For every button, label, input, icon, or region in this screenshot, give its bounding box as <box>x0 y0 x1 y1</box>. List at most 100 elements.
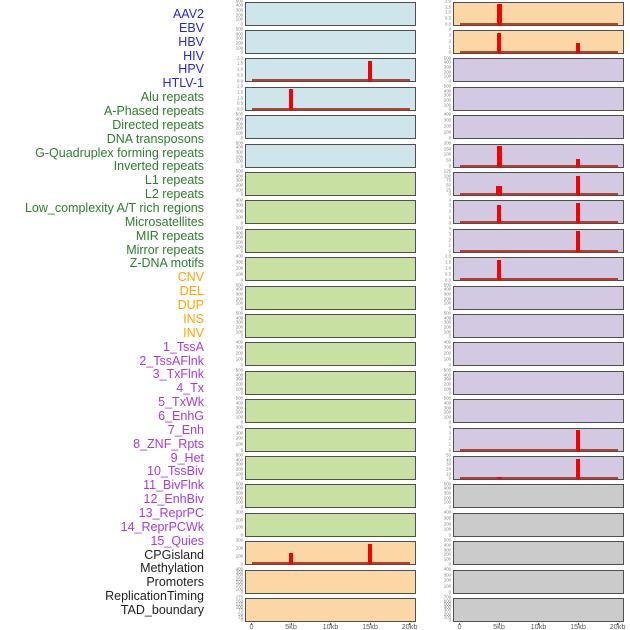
y-axis-tick-label: 300 <box>443 346 451 351</box>
y-axis-tick-label: 400 <box>235 198 243 203</box>
y-axis-tick-label: 100 <box>443 74 451 80</box>
y-axis-tick-label: 40 <box>446 458 451 463</box>
y-axis-tick-label: 400 <box>235 4 243 9</box>
y-axis-tick-label: 100 <box>443 302 451 307</box>
y-axis-tick-label: 0 <box>240 392 243 397</box>
track-panel <box>453 342 624 367</box>
y-axis-tick-label: 100 <box>235 302 243 307</box>
y-axis-tick-label: 4 <box>448 28 451 33</box>
y-axis-tick-label: 0 <box>240 335 243 340</box>
density-baseline <box>459 448 618 451</box>
track-label: Directed repeats <box>112 117 204 132</box>
y-axis-tick-label: 500 <box>235 312 243 317</box>
y-axis-tick-label: 0 <box>448 306 451 312</box>
y-axis-tick-label: 200 <box>443 522 451 527</box>
y-axis-tick-label: 1.0 <box>444 266 451 272</box>
y-axis-tick-label: 200 <box>443 297 451 302</box>
y-axis-tick-label: 500 <box>443 84 451 90</box>
y-axis-tick-label: 100 <box>235 500 243 506</box>
track-panel <box>453 58 624 83</box>
y-axis-tick-label: 200 <box>235 41 243 47</box>
y-axis-tick-label: 400 <box>443 373 451 378</box>
track-panel <box>245 143 416 168</box>
x-axis-tick-label: 10kb <box>530 622 547 630</box>
density-baseline <box>251 107 410 110</box>
track-label: AAV2 <box>172 7 204 21</box>
y-axis-tick-label: 0 <box>240 193 243 198</box>
y-axis-tick-label: 300 <box>235 150 243 156</box>
y-axis-tick-label: 300 <box>235 204 243 209</box>
y-axis-tick-label: 3 <box>448 33 451 39</box>
y-axis-tick-label: 200 <box>443 553 451 558</box>
y-axis-tick-label: 100 <box>235 526 243 531</box>
track-label: 8_ZNF_Rpts <box>133 436 204 451</box>
y-axis-tick-label: 100 <box>235 245 243 250</box>
y-axis-tick-label: 200 <box>235 127 243 132</box>
track-panel <box>245 597 416 623</box>
density-peak <box>497 204 501 224</box>
y-axis-tick-label: 500 <box>235 226 243 232</box>
y-axis-tick-label: 0 <box>240 136 243 141</box>
y-axis-tick-label: 10 <box>446 472 451 477</box>
track-label: 10_TssBiv <box>147 464 204 479</box>
y-axis-tick-label: 400 <box>235 401 243 407</box>
y-axis-tick-label: 50 <box>446 159 451 164</box>
track-label: 2_TssAFlnk <box>139 353 204 368</box>
y-axis-tick-label: 1.5 <box>444 5 451 10</box>
y-axis-tick-label: 0 <box>448 590 451 596</box>
y-axis-tick-label: 400 <box>443 113 451 118</box>
y-axis-tick-label: 400 <box>443 487 451 492</box>
y-axis-tick-label: 125 <box>443 170 451 175</box>
track-panel <box>453 399 624 424</box>
y-axis-tick-label: 300 <box>235 261 243 266</box>
track-label: TAD_boundary <box>120 602 204 617</box>
track-panel <box>453 569 624 594</box>
y-axis-tick-label: 3 <box>448 232 451 237</box>
y-axis-tick-label: 400 <box>235 373 243 378</box>
y-axis-tick-label: 100 <box>443 330 451 335</box>
y-axis-tick-label: 700 <box>443 596 451 601</box>
y-axis-tick-label: 2 <box>448 437 451 442</box>
y-axis-tick-label: 125 <box>235 602 243 607</box>
y-axis-tick-label: 200 <box>235 266 243 272</box>
x-axis-tick-mark <box>459 622 460 625</box>
track-label: 13_ReprPC <box>138 505 204 520</box>
y-axis-tick-label: 0 <box>448 363 451 368</box>
y-axis-tick-label: 0 <box>240 22 243 28</box>
y-axis-tick-label: 100 <box>235 330 243 335</box>
y-axis-tick-label: 100 <box>235 18 243 23</box>
y-axis-tick-label: 100 <box>443 528 451 533</box>
x-axis-tick-label: 0 <box>457 622 462 630</box>
track-panel <box>245 171 416 197</box>
y-axis-tick-label: 400 <box>235 32 243 37</box>
y-axis-tick-label: 100 <box>235 131 243 137</box>
density-peak <box>368 60 372 82</box>
y-axis-tick-label: 200 <box>235 382 243 388</box>
y-axis-tick-label: 100 <box>443 357 451 363</box>
track-label: 12_EnhBiv <box>143 492 204 507</box>
y-axis-tick-label: 150 <box>235 584 243 589</box>
track-panel <box>453 597 624 623</box>
y-axis-tick-label: 0 <box>240 505 243 510</box>
y-axis-tick-label: 200 <box>443 382 451 388</box>
x-axis-tick-mark <box>290 622 292 625</box>
y-axis-tick-label: 200 <box>443 98 451 104</box>
track-panel <box>453 370 624 395</box>
y-axis-tick-label: 500 <box>443 283 451 288</box>
y-axis-tick-label: 100 <box>235 443 243 448</box>
track-label: Alu repeats <box>140 90 204 105</box>
y-axis-tick-label: 0 <box>240 250 243 255</box>
y-axis-tick-label: 0.5 <box>236 102 243 107</box>
y-axis-tick-label: 0 <box>448 193 451 198</box>
y-axis-tick-label: 0.0 <box>236 108 243 113</box>
track-label: 6_EnhG <box>158 408 204 423</box>
y-axis-tick-label: 400 <box>235 487 243 492</box>
y-axis-tick-label: 500 <box>235 397 243 402</box>
density-peak <box>576 158 580 167</box>
x-axis-tick-label: 10kb <box>322 622 339 630</box>
y-axis-tick-label: 0 <box>448 619 451 624</box>
y-axis-tick-label: 0 <box>240 164 243 170</box>
y-axis-tick-label: 3 <box>448 204 451 209</box>
y-axis-tick-label: 1 <box>448 215 451 221</box>
y-axis-tick-label: 200 <box>235 183 243 189</box>
